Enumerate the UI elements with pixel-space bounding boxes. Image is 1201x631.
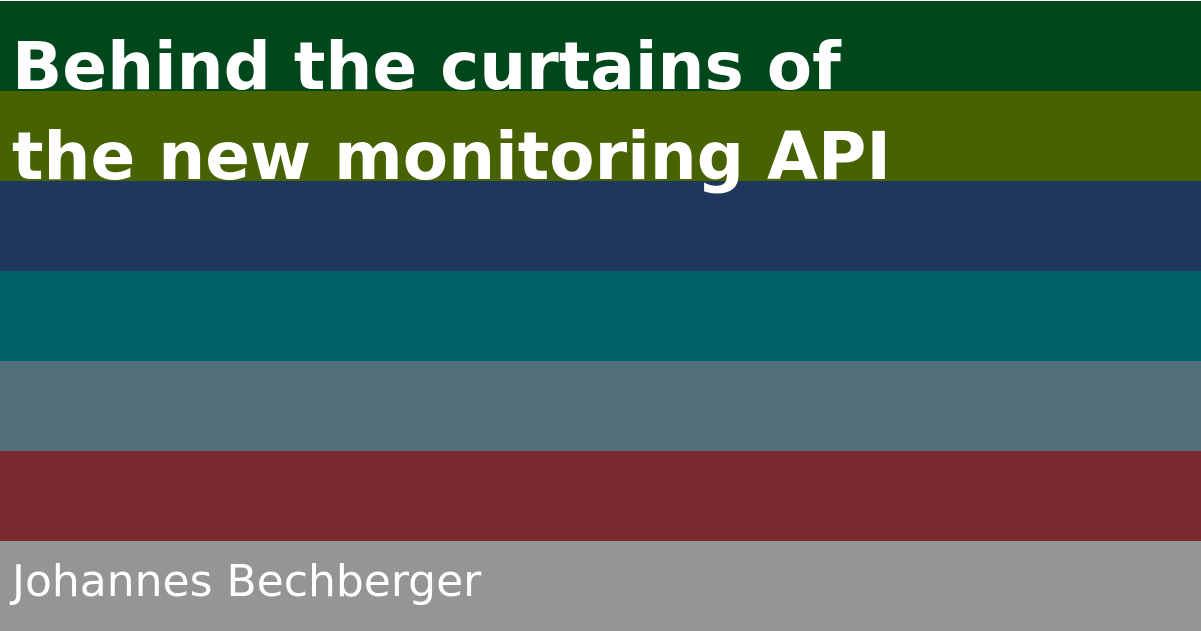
color-band-dark-green xyxy=(0,1,1201,91)
color-band-teal xyxy=(0,271,1201,361)
color-band-olive-green xyxy=(0,91,1201,181)
color-band-gray xyxy=(0,541,1201,631)
title-line-1: Behind the curtains of xyxy=(12,28,841,105)
color-band-navy xyxy=(0,181,1201,271)
color-band-slate xyxy=(0,361,1201,451)
color-band-dark-red xyxy=(0,451,1201,541)
author-name: Johannes Bechberger xyxy=(12,556,482,607)
title-line-2: the new monitoring API xyxy=(12,118,891,195)
